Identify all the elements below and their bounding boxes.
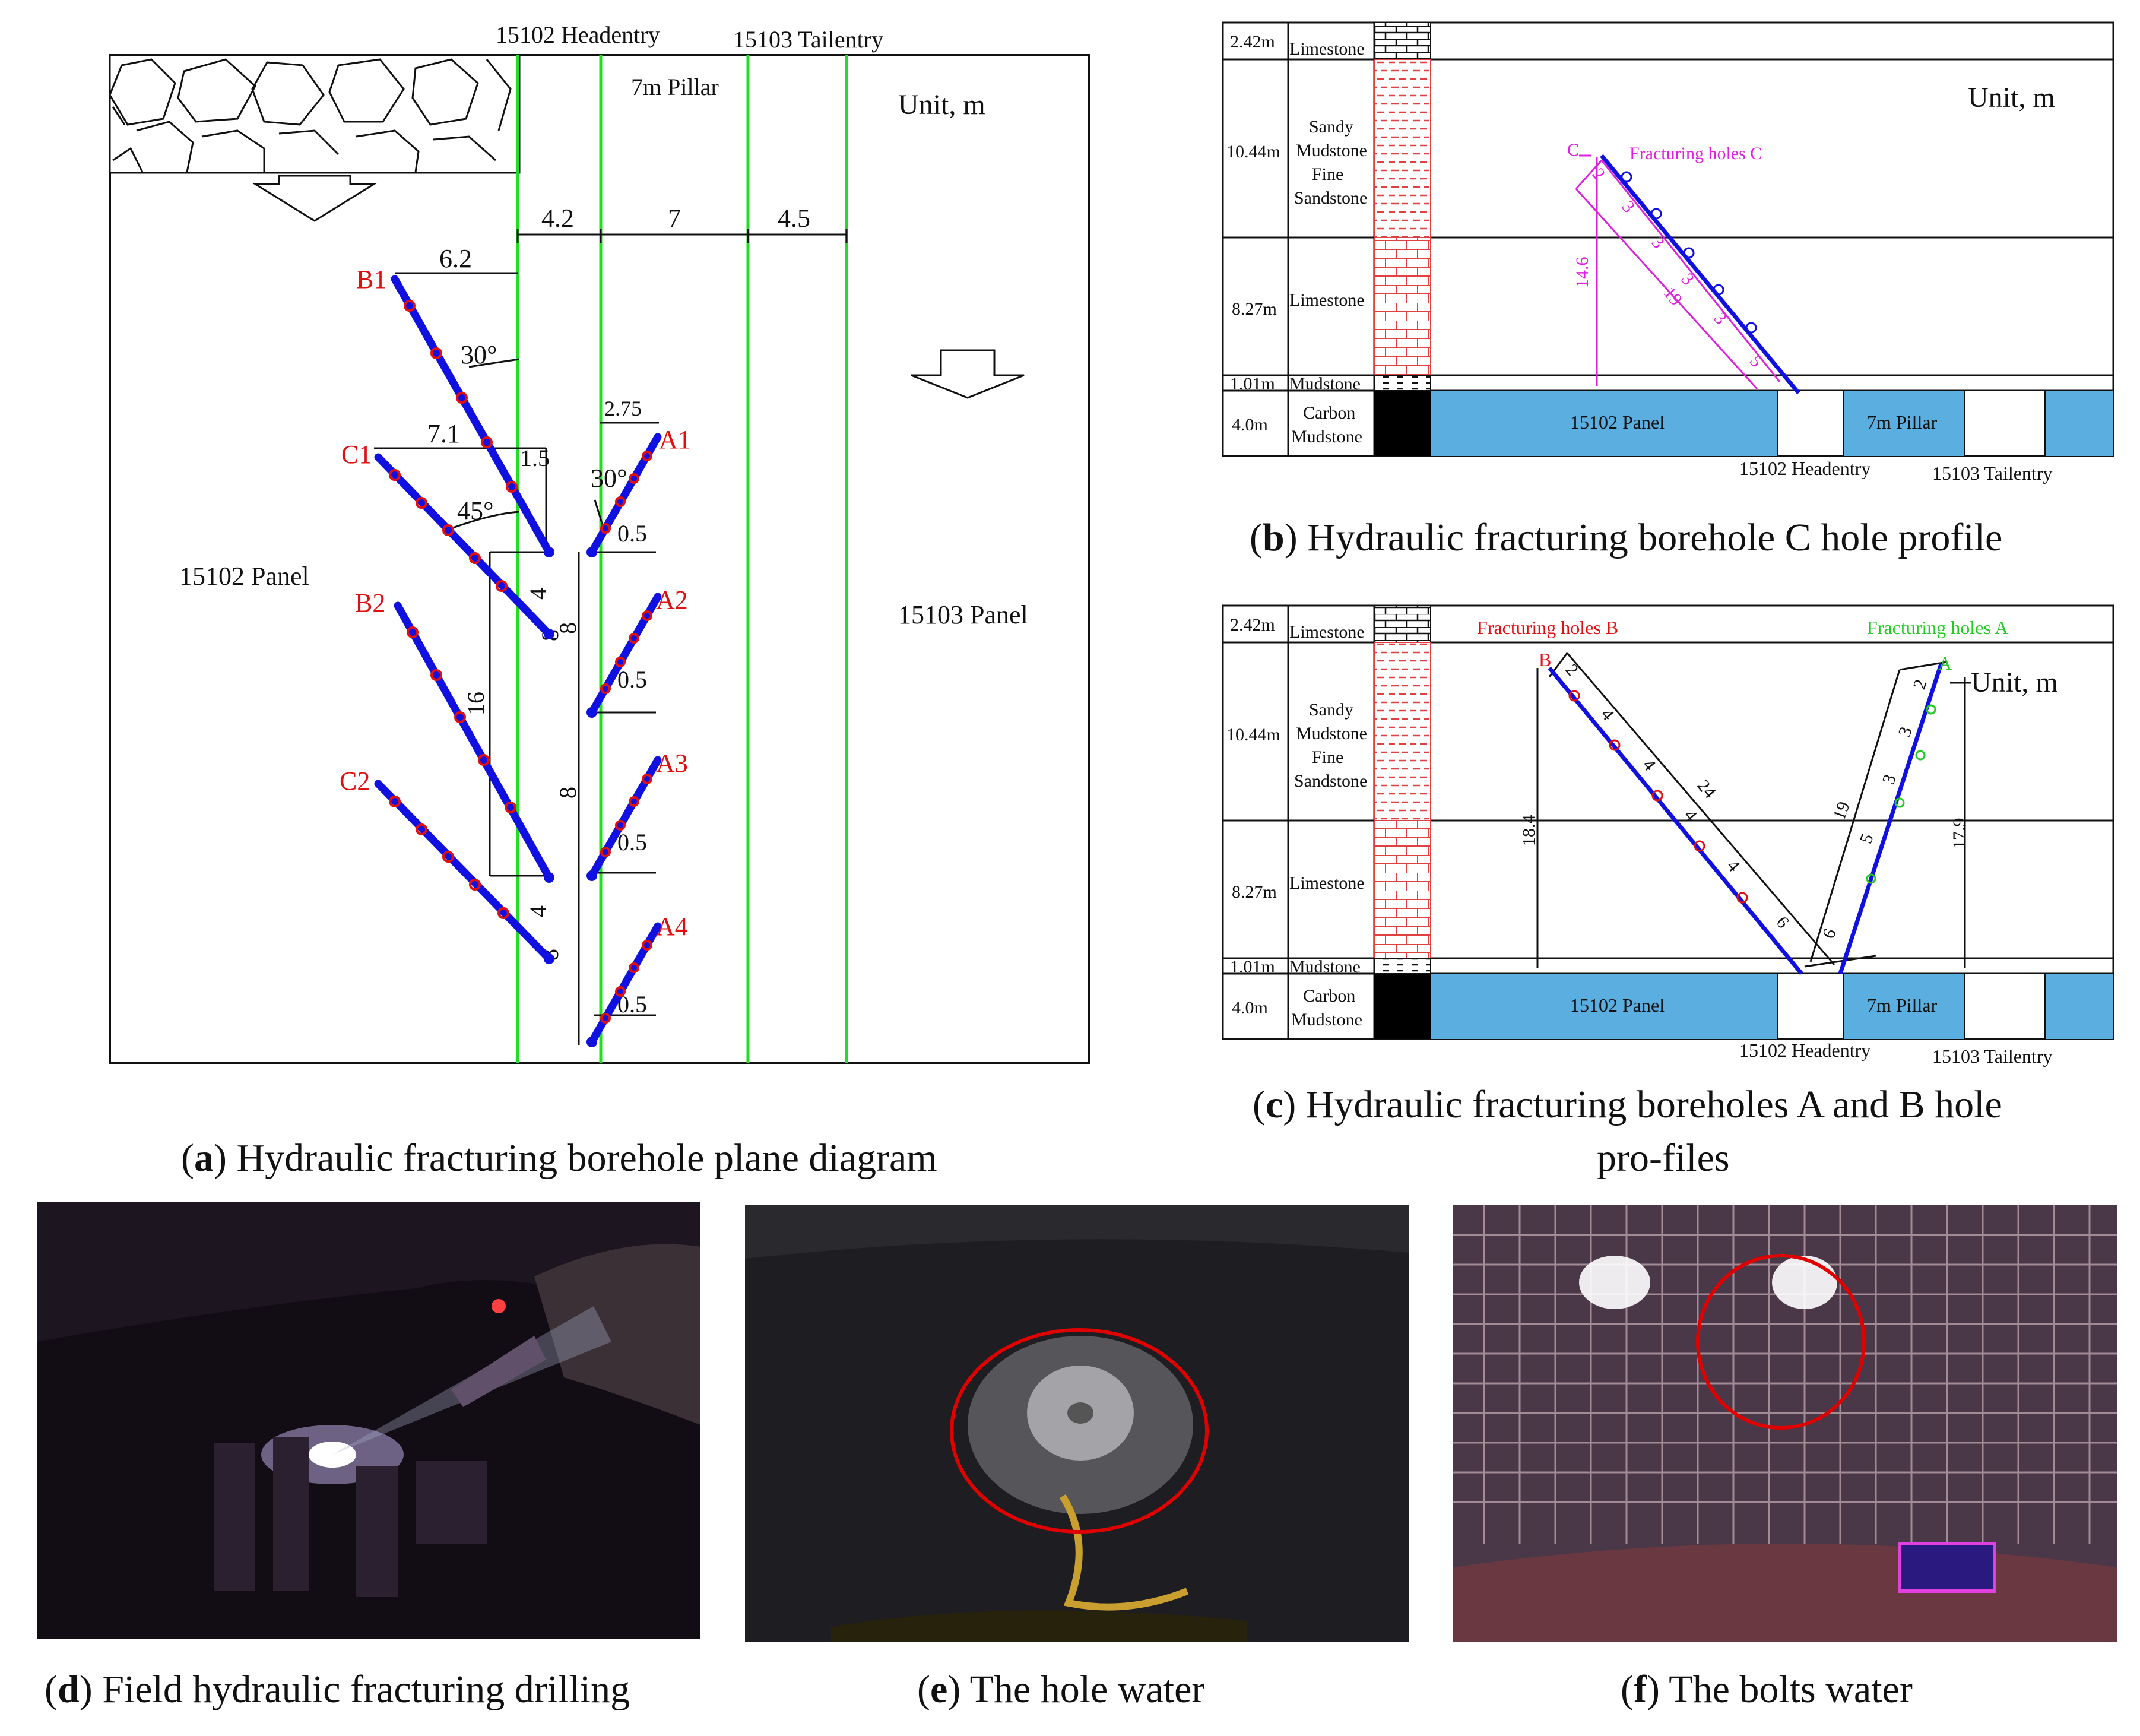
headentry-label: 15102 Headentry [496,21,660,48]
c-thick-5: 4.0m [1232,998,1268,1018]
dim-1-5: 1.5 [520,445,550,471]
c-thick-1: 2.42m [1230,615,1275,635]
dim-16: 16 [462,692,489,715]
b-thick-4: 1.01m [1230,374,1275,394]
caption-d: (d) Field hydraulic fracturing drilling [45,1668,630,1711]
dim-8-2: 8 [554,787,581,799]
c-unit-label: Unit, m [1971,667,2058,698]
dim-0-5-a3: 0.5 [617,829,647,856]
hole-label-b1: B1 [356,265,386,294]
caption-e: (e) The hole water [917,1668,1205,1711]
b-name-4: Mudstone [1289,374,1361,394]
b-name-2b: Mudstone [1296,141,1367,160]
goaf-rubble [109,54,521,174]
b-name-1: Limestone [1289,39,1365,59]
dim-4-bottom: 4 [525,905,551,917]
c-headentry-label: 15102 Headentry [1739,1040,1870,1061]
c-name-5a: Carbon [1303,986,1355,1006]
b-unit-label: Unit, m [1968,82,2055,113]
c-name-2b: Mudstone [1296,724,1367,743]
b-name-2c: Fine [1312,164,1343,184]
dim-0-5-a2: 0.5 [617,666,647,693]
advance-arrow-right-icon [911,349,1025,399]
angle-30-a: 30° [591,464,627,493]
dim-4-5: 4.5 [778,204,810,233]
caption-f: (f) The bolts water [1621,1668,1913,1711]
c-name-1: Limestone [1289,622,1365,642]
c-name-2a: Sandy [1309,700,1353,720]
dim-4-top: 4 [525,588,551,600]
unit-label: Unit, m [898,89,985,121]
c-pillar-label: 7m Pillar [1867,994,1938,1016]
caption-c-line2: pro-files [1597,1136,1730,1180]
borehole-b1 [391,275,553,556]
caption-c: (c) Hydraulic fracturing boreholes A and… [1253,1083,2002,1126]
c-thick-2: 10.44m [1226,725,1280,745]
c-tailentry-label: 15103 Tailentry [1932,1046,2052,1067]
c-name-2d: Sandstone [1294,771,1367,791]
c-panel-label: 15102 Panel [1570,994,1665,1016]
pillar-label: 7m Pillar [631,74,719,100]
b-name-2a: Sandy [1309,117,1353,137]
caption-b: (b) Hydraulic fracturing borehole C hole… [1250,516,2003,559]
photo-e-hole-water [745,1205,1409,1642]
c-name-4: Mudstone [1289,957,1361,977]
b-name-5b: Mudstone [1291,427,1362,446]
dim-7-1: 7.1 [427,419,460,448]
c-hole-title: Fracturing holes C [1629,144,1762,163]
photo-d-field-drilling [37,1202,700,1639]
hole-label-c1: C1 [341,440,372,469]
b-tailentry-label: 15103 Tailentry [1932,462,2052,484]
borehole-b2 [394,601,553,882]
c-hole-label: C [1567,140,1579,160]
c-thick-4: 1.01m [1230,957,1275,977]
photo-f-bolts-water [1453,1205,2117,1642]
hole-label-a2: A2 [656,585,688,614]
borehole-c2 [374,780,553,963]
b-name-5a: Carbon [1303,403,1355,423]
hole-label-c2: C2 [340,766,370,796]
panel-a-plane-diagram: 15102 Headentry 15103 Tailentry 7m Pilla… [109,21,1090,1064]
dim-4-2: 4.2 [541,204,574,233]
b-name-3: Limestone [1289,290,1365,310]
c-thick-3: 8.27m [1232,882,1277,902]
hole-label-b2: B2 [355,588,385,617]
panel-b-profile: 2.42m Limestone 10.44m Sandy Mudstone Fi… [1222,21,2114,484]
tailentry-label: 15103 Tailentry [733,26,883,53]
height-b-label: 18.4 [1519,815,1539,847]
hole-label-a1: A1 [659,425,691,454]
c-name-2c: Fine [1312,747,1343,767]
dim-8-1: 8 [554,622,581,634]
c-name-5b: Mudstone [1291,1010,1362,1029]
dim-0-5-a1: 0.5 [617,520,647,547]
b-pillar-label: 7m Pillar [1867,411,1938,433]
b-thick-1: 2.42m [1230,32,1275,52]
b-headentry-label: 15102 Headentry [1739,458,1870,479]
c-name-3: Limestone [1289,873,1365,893]
b-hole-title: Fracturing holes B [1477,617,1618,638]
panel-15103-label: 15103 Panel [898,600,1028,629]
b-panel-label: 15102 Panel [1570,411,1665,433]
dim-6-2: 6.2 [439,244,472,273]
height-a-label: 17.9 [1949,818,1969,850]
hole-label-a4: A4 [656,912,688,941]
c-height-label: 14.6 [1572,257,1592,289]
panel-c-profile: 2.42m Limestone 10.44m Sandy Mudstone Fi… [1222,604,2114,1067]
panel-15102-label: 15102 Panel [179,562,309,591]
a-hole-label: A [1938,652,1952,674]
b-hole-label: B [1539,649,1551,670]
b-thick-2: 10.44m [1226,142,1280,161]
b-thick-5: 4.0m [1232,415,1268,435]
caption-a: (a) Hydraulic fracturing borehole plane … [181,1136,937,1180]
b-name-2d: Sandstone [1294,188,1367,208]
a-hole-title: Fracturing holes A [1867,617,2008,638]
dim-2-75: 2.75 [604,397,642,420]
hole-label-a3: A3 [656,749,688,778]
b-thick-3: 8.27m [1232,299,1277,319]
borehole-c1 [374,453,553,638]
dim-7: 7 [668,204,681,233]
